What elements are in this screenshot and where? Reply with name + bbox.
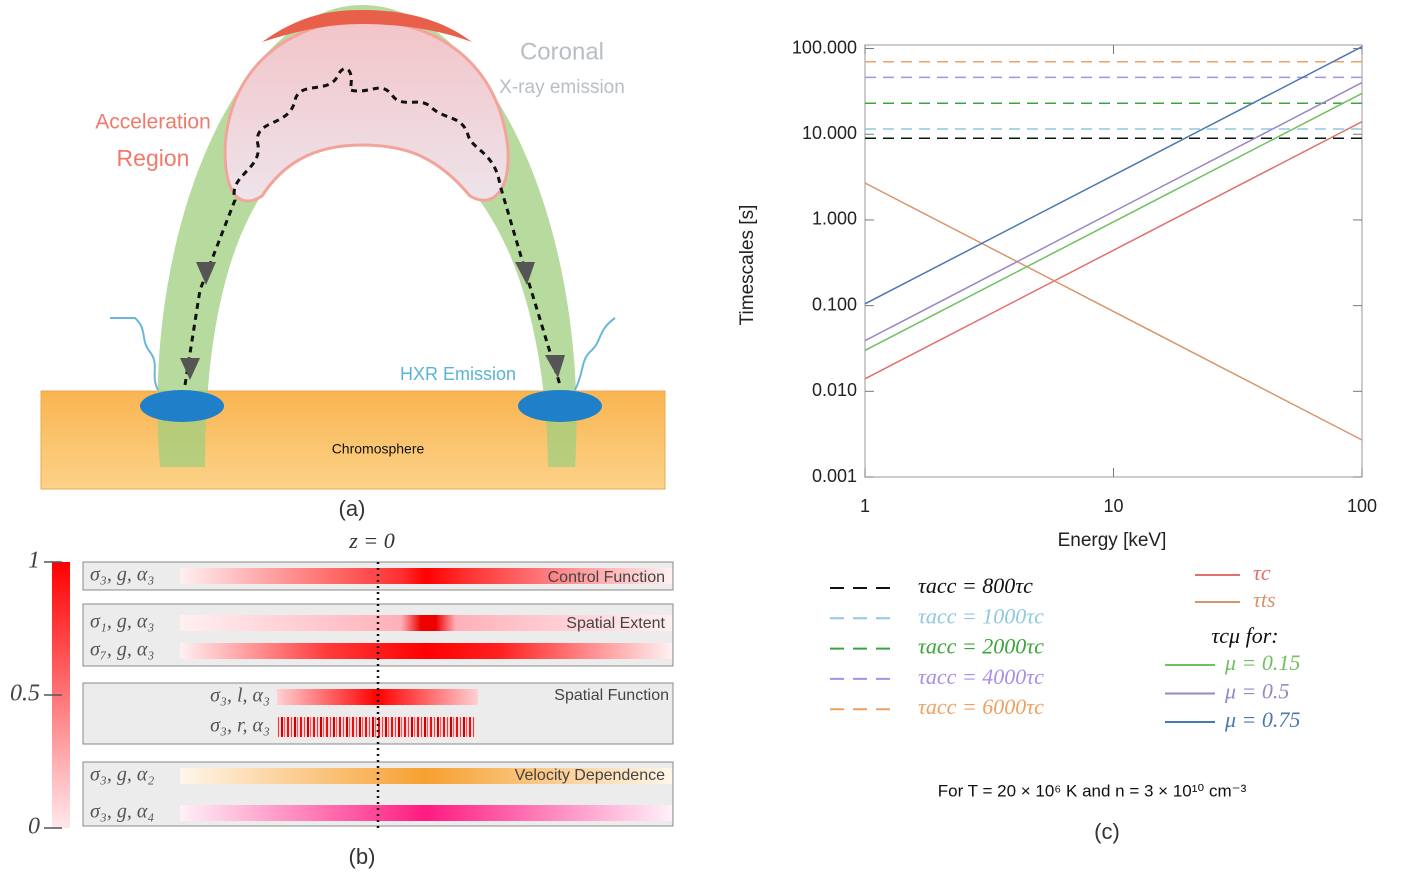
profile (180, 615, 672, 631)
group-title: Control Function (548, 569, 665, 586)
series-line (864, 92, 1363, 352)
profile (180, 643, 672, 659)
legend-label: μ = 0.75 (1224, 707, 1300, 732)
footpoint (518, 390, 602, 422)
acceleration-region (223, 18, 510, 203)
y-tick-label: 100.000 (792, 37, 857, 57)
row-label: σ₇, g, α₃ (90, 639, 154, 661)
series-line (864, 81, 1363, 342)
row-label: σ₃, l, α₃ (210, 685, 270, 707)
y-axis-title: Timescales [s] (737, 205, 758, 326)
y-tick-label: 0.100 (812, 294, 857, 314)
x-axis-title: Energy [keV] (1058, 530, 1167, 551)
row-label: σ₃, g, α₄ (90, 801, 154, 823)
label: Chromosphere (332, 441, 425, 457)
colorbar-tick-label: 1 (28, 548, 40, 574)
group-title: Spatial Function (554, 687, 669, 704)
y-tick-label: 10.000 (802, 123, 857, 143)
panel-c: Timescales [s] Energy [keV] τcμ for: For… (737, 37, 1377, 844)
plot-frame (864, 44, 1363, 478)
legend-label: τts (1253, 587, 1276, 612)
x-tick-label: 100 (1347, 496, 1377, 516)
profile (180, 805, 672, 821)
x-tick-label: 10 (1103, 496, 1123, 516)
y-tick-label: 0.001 (812, 466, 857, 486)
y-tick-label: 1.000 (812, 209, 857, 229)
series-line (864, 121, 1363, 380)
legend-label: τacc = 1000τc (918, 603, 1044, 628)
arrows (180, 262, 565, 380)
row-label: σ₃, r, α₃ (210, 715, 270, 737)
legend-heading: τcμ for: (1211, 623, 1278, 648)
label: Region (117, 145, 190, 171)
y-tick-label: 0.010 (812, 380, 857, 400)
footnote: For T = 20 × 10⁶ K and n = 3 × 10¹⁰ cm⁻³ (938, 781, 1247, 800)
label: X-ray emission (499, 77, 625, 98)
series-line (864, 46, 1363, 305)
label: HXR Emission (400, 364, 516, 384)
group-title: Velocity Dependence (515, 767, 665, 784)
group-title: Spatial Extent (566, 615, 665, 632)
legend-label: τacc = 4000τc (918, 664, 1044, 689)
profile (277, 689, 478, 705)
hxr-arrow (574, 317, 616, 391)
label: Coronal (520, 38, 604, 65)
colorbar-tick-label: 0 (28, 814, 40, 840)
hxr-arrow (110, 317, 159, 391)
profile (180, 768, 672, 784)
footpoint (140, 390, 224, 422)
legend-label: μ = 0.5 (1224, 679, 1289, 704)
series-line (864, 182, 1363, 441)
z-label: z = 0 (348, 528, 394, 553)
legend-label: τacc = 2000τc (918, 634, 1044, 659)
label: Acceleration (95, 111, 211, 134)
panel-label: (b) (349, 844, 376, 869)
row-label: σ₁, g, α₃ (90, 611, 154, 633)
legend-label: τacc = 6000τc (918, 694, 1044, 719)
legend-label: τc (1253, 560, 1271, 585)
x-tick-label: 1 (860, 496, 870, 516)
row-label: σ₃, g, α₃ (90, 564, 154, 586)
profile (277, 717, 475, 737)
legend-label: τacc = 800τc (918, 573, 1033, 598)
colorbar-tick-label: 0.5 (10, 681, 40, 707)
row-label: σ₃, g, α₂ (90, 764, 154, 786)
panel-b: z = 0 σ₃, g, α₃ Control Function σ₁, g, … (10, 528, 674, 869)
panel-a: Coronal X-ray emission Acceleration Regi… (40, 5, 666, 521)
acceleration-top (262, 10, 472, 42)
panel-label: (c) (1094, 819, 1120, 844)
legend-label: μ = 0.15 (1224, 650, 1300, 675)
panel-label: (a) (339, 496, 366, 521)
particle-path (183, 67, 562, 386)
profile (180, 568, 672, 584)
